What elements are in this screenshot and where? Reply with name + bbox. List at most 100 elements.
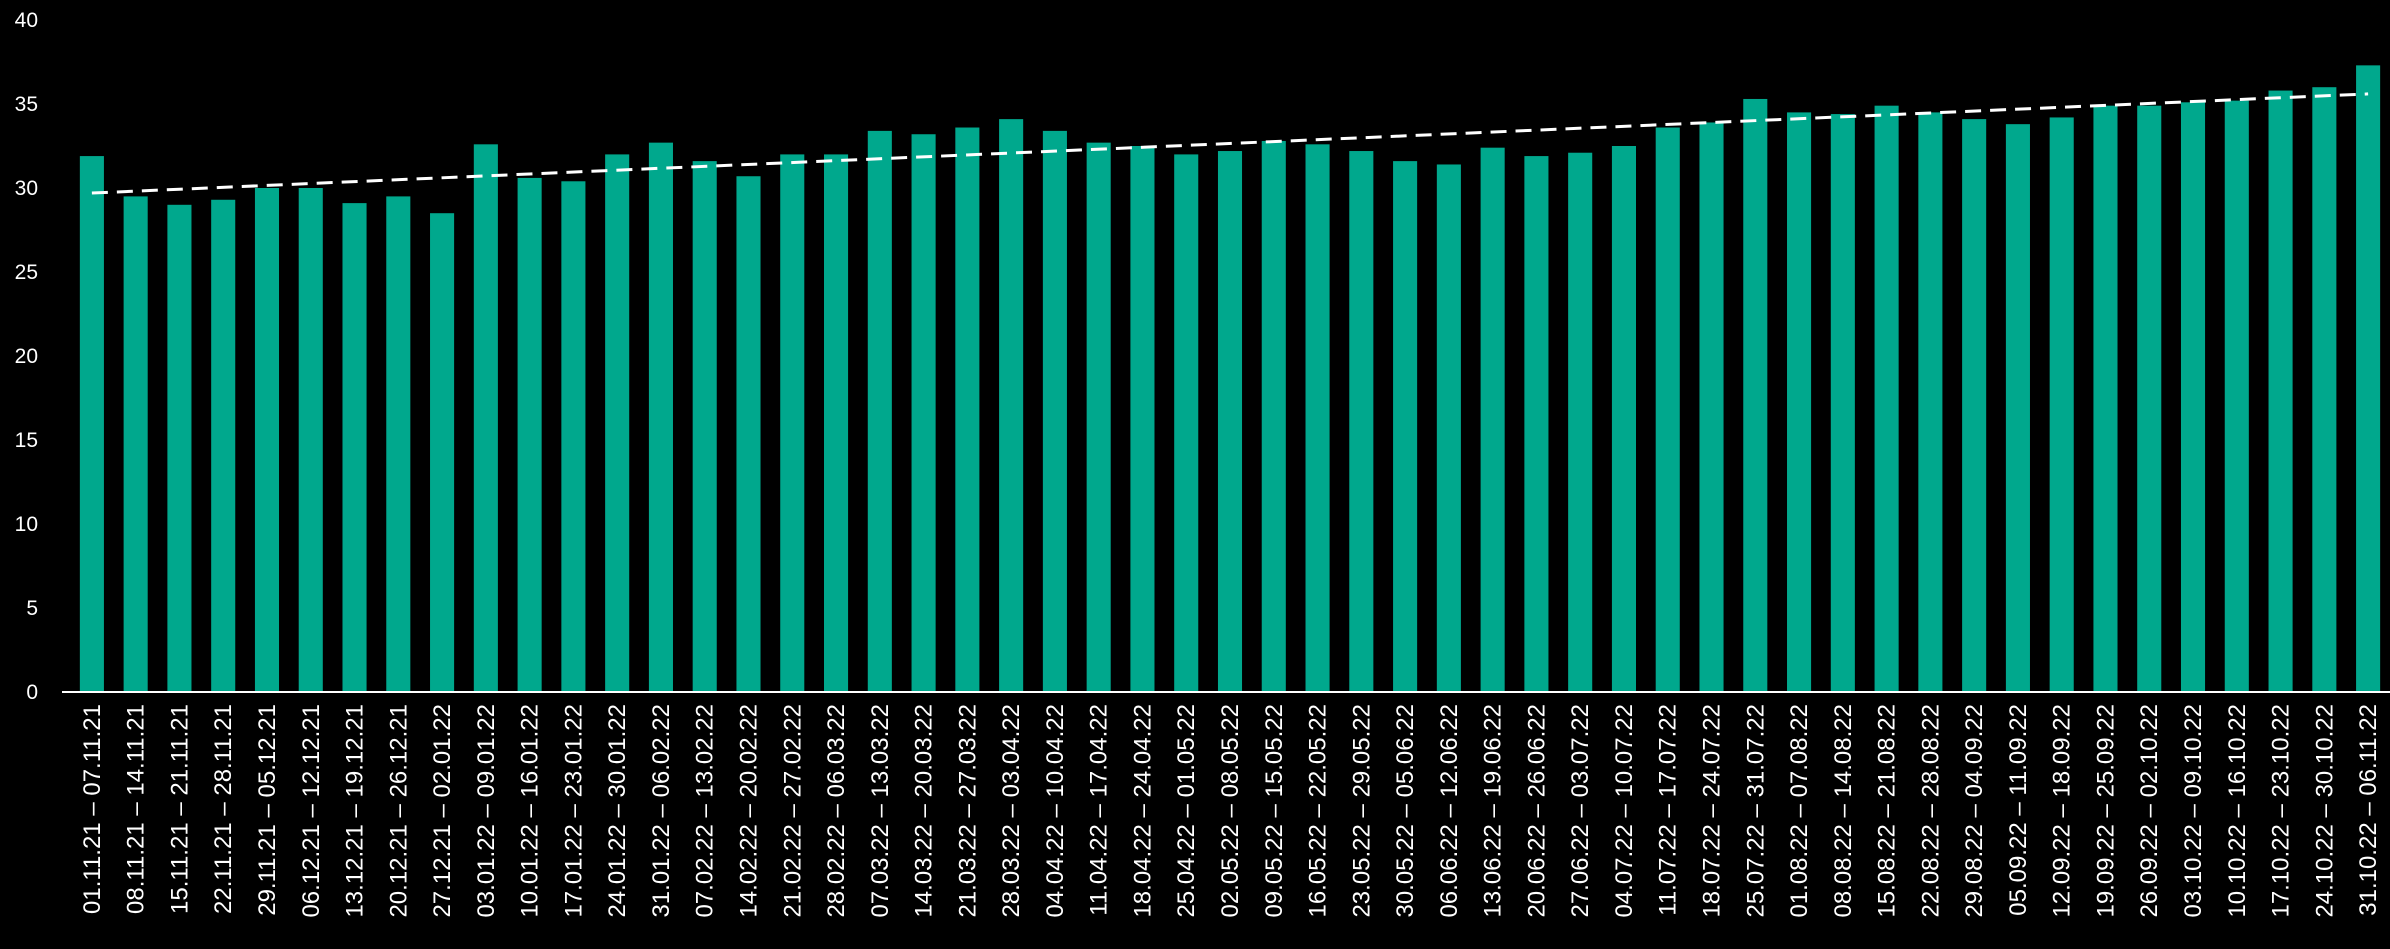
x-tick-label: 20.06.22 – 26.06.22 <box>1523 704 1550 918</box>
x-tick-label: 21.02.22 – 27.02.22 <box>779 704 806 918</box>
bar <box>1305 144 1330 692</box>
x-tick-label: 08.11.21 – 14.11.21 <box>123 704 150 914</box>
bar <box>517 177 542 693</box>
x-tick-label: 29.08.22 – 04.09.22 <box>1961 704 1988 918</box>
x-tick-label: 14.02.22 – 20.02.22 <box>735 704 762 918</box>
x-tick-label: 17.10.22 – 23.10.22 <box>2268 704 2295 918</box>
x-tick-label: 01.08.22 – 07.08.22 <box>1786 704 1813 918</box>
x-tick-label: 24.10.22 – 30.10.22 <box>2311 704 2338 918</box>
x-tick-label: 22.08.22 – 28.08.22 <box>1917 704 1944 918</box>
x-tick-label: 30.05.22 – 05.06.22 <box>1392 704 1419 918</box>
x-tick-label: 31.01.22 – 06.02.22 <box>648 704 675 918</box>
x-tick-label: 15.11.21 – 21.11.21 <box>166 704 193 914</box>
y-tick-label: 25 <box>15 261 38 284</box>
x-tick-label: 24.01.22 – 30.01.22 <box>604 704 631 918</box>
bar <box>1655 127 1680 692</box>
x-tick-label: 07.02.22 – 13.02.22 <box>692 704 719 918</box>
bar <box>1130 146 1155 692</box>
x-tick-label: 14.03.22 – 20.03.22 <box>911 704 938 918</box>
x-tick-label: 01.11.21 – 07.11.21 <box>79 704 106 914</box>
bar <box>167 204 192 693</box>
x-tick-label: 25.07.22 – 31.07.22 <box>1742 704 1769 918</box>
bar <box>123 196 148 692</box>
bar <box>1174 154 1199 692</box>
x-tick-label: 11.07.22 – 17.07.22 <box>1655 704 1682 916</box>
x-tick-label: 04.04.22 – 10.04.22 <box>1042 704 1069 918</box>
bar <box>211 199 236 692</box>
x-tick-label: 10.01.22 – 16.01.22 <box>517 704 544 918</box>
bar <box>1743 98 1768 692</box>
x-tick-label: 11.04.22 – 17.04.22 <box>1086 704 1113 916</box>
x-tick-label: 25.04.22 – 01.05.22 <box>1173 704 1200 918</box>
x-tick-label: 08.08.22 – 14.08.22 <box>1830 704 1857 918</box>
bar <box>780 154 805 692</box>
bar <box>2312 87 2337 692</box>
bar <box>1524 156 1549 692</box>
bar <box>1874 105 1899 693</box>
bar <box>736 176 761 693</box>
bar <box>1699 122 1724 693</box>
bar <box>1962 119 1987 693</box>
bar <box>605 154 630 692</box>
bar <box>867 130 892 692</box>
x-tick-label: 27.06.22 – 03.07.22 <box>1567 704 1594 918</box>
bar <box>1830 114 1855 692</box>
x-tick-label: 10.10.22 – 16.10.22 <box>2224 704 2251 918</box>
x-tick-label: 05.09.22 – 11.09.22 <box>2005 704 2032 916</box>
x-tick-label: 09.05.22 – 15.05.22 <box>1261 704 1288 918</box>
x-tick-label: 06.12.21 – 12.12.21 <box>298 704 325 918</box>
bar <box>1349 151 1374 693</box>
bar <box>1217 151 1243 693</box>
bar <box>298 188 323 692</box>
x-tick-label: 19.09.22 – 25.09.22 <box>2092 704 2119 918</box>
bar <box>1611 146 1636 692</box>
bar <box>1436 164 1461 693</box>
x-tick-label: 28.03.22 – 03.04.22 <box>998 704 1025 918</box>
x-tick-label: 12.09.22 – 18.09.22 <box>2049 704 2076 918</box>
bar <box>1480 147 1505 692</box>
x-tick-label: 03.01.22 – 09.01.22 <box>473 704 500 918</box>
bar <box>79 156 104 692</box>
bar <box>386 196 411 692</box>
bar <box>1787 112 1812 692</box>
x-tick-label: 21.03.22 – 27.03.22 <box>954 704 981 918</box>
x-tick-label: 28.02.22 – 06.03.22 <box>823 704 850 918</box>
x-tick-label: 18.04.22 – 24.04.22 <box>1129 704 1156 918</box>
bar <box>2356 65 2381 693</box>
x-tick-label: 31.10.22 – 06.11.22 <box>2355 704 2382 916</box>
x-tick-label: 29.11.21 – 05.12.21 <box>254 704 281 916</box>
x-tick-label: 17.01.22 – 23.01.22 <box>560 704 587 918</box>
bar <box>692 161 717 692</box>
x-tick-label: 15.08.22 – 21.08.22 <box>1874 704 1901 918</box>
bar <box>1393 161 1418 692</box>
bar <box>1042 130 1067 692</box>
trendline <box>91 92 2369 195</box>
bar <box>955 127 980 692</box>
bar <box>911 134 936 693</box>
bar <box>2224 100 2249 692</box>
y-tick-label: 5 <box>26 597 38 620</box>
bar <box>473 144 498 692</box>
x-tick-label: 16.05.22 – 22.05.22 <box>1305 704 1332 918</box>
bar <box>1261 140 1286 692</box>
x-tick-label: 04.07.22 – 10.07.22 <box>1611 704 1638 918</box>
x-tick-label: 03.10.22 – 09.10.22 <box>2180 704 2207 918</box>
bar <box>2137 105 2162 693</box>
x-axis: 01.11.21 – 07.11.21 08.11.21 – 14.11.21 15… <box>79 704 2382 918</box>
x-tick-label: 23.05.22 – 29.05.22 <box>1348 704 1375 918</box>
y-tick-label: 20 <box>15 345 38 368</box>
x-tick-label: 22.11.21 – 28.11.21 <box>210 704 237 914</box>
bar <box>254 188 280 692</box>
bar <box>2093 105 2118 693</box>
bar <box>1568 152 1593 693</box>
bar <box>1918 112 1943 692</box>
x-tick-label: 13.12.21 – 19.12.21 <box>342 704 369 918</box>
bar <box>2005 124 2030 692</box>
bar-series <box>79 65 2381 693</box>
bar <box>999 119 1024 693</box>
y-tick-label: 35 <box>15 93 38 116</box>
x-tick-label: 26.09.22 – 02.10.22 <box>2136 704 2163 918</box>
bar <box>2049 117 2074 692</box>
x-tick-label: 18.07.22 – 24.07.22 <box>1699 704 1726 918</box>
